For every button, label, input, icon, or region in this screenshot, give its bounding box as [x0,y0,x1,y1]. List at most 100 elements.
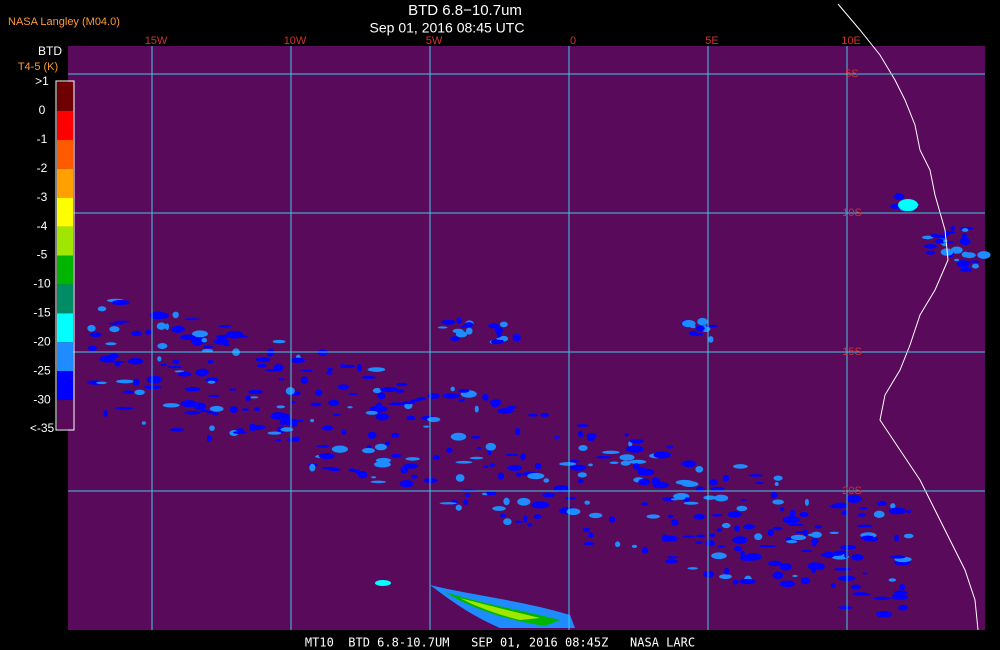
cloud [629,438,644,444]
cloud [184,386,201,392]
cloud [371,476,377,479]
cloud [491,339,501,345]
cloud [169,428,185,432]
cloud [275,439,282,442]
cloud [609,461,619,465]
cloud [565,497,577,500]
cloud [310,418,315,423]
cloud [961,228,969,232]
cloud [427,393,440,399]
cloud [160,363,167,367]
cloud [463,499,469,505]
cloud [800,549,813,553]
cloud [683,501,699,505]
cloud [391,453,402,458]
cloud [207,394,221,397]
graticule: 15W 10W 5W 0 5E 10E 5S 10S 15S 20S [68,35,985,630]
cloud [666,556,678,559]
cloud [489,399,502,406]
cloud [247,389,263,394]
cloud [858,506,868,510]
cloud [485,442,497,451]
cloud [641,502,649,506]
cloud [209,425,215,431]
cloud [455,331,468,338]
cloud [372,388,382,394]
cloud [959,267,972,272]
colorbar-label: >1 [35,74,49,88]
cloud [326,371,333,375]
cloud [734,525,740,532]
cloud [103,410,108,417]
cloud [810,531,822,538]
cloud [803,529,808,537]
cloud [164,323,170,330]
cloud [665,559,678,564]
cloud [830,583,836,588]
cloud [899,583,906,590]
cloud [278,413,290,420]
cloud [450,432,467,441]
cloud [695,465,704,473]
cloud [876,500,887,507]
cloud [341,364,356,368]
colorbar-swatch [57,110,73,140]
cloud [906,509,911,514]
cloud [437,326,448,329]
longitude-label: 10W [284,35,307,47]
cloud [930,233,940,238]
cloud [559,462,577,466]
cloud [229,406,238,413]
cloud [710,486,725,492]
cloud [127,358,144,365]
cloud [111,299,130,306]
longitude-label: 5W [426,35,443,47]
cloud [254,407,260,412]
cloud [891,593,909,600]
cloud [458,398,465,402]
cloud [807,562,822,570]
cloud [959,237,971,246]
cloud [894,590,908,595]
cloud [492,506,506,511]
cloud [231,335,249,338]
cloud [427,417,441,423]
cloud [732,579,739,585]
cloud [115,406,134,410]
cloud [287,438,293,443]
cloud [331,445,348,453]
cloud [620,460,631,466]
cloud-field [87,193,991,628]
cloud [207,359,214,364]
cloud [789,509,796,517]
cloud [241,408,250,411]
cloud [554,435,560,440]
cloud [361,375,376,379]
cloud [814,525,823,529]
cloud [500,513,507,518]
cloud [316,445,330,448]
cloud [695,541,703,544]
cloud [157,356,162,362]
cloud [459,325,470,328]
cloud [367,367,386,372]
cloud [367,431,377,439]
cloud [370,480,387,484]
cloud [653,451,671,459]
cloud [172,359,180,364]
cloud [661,534,669,543]
cloud [266,348,275,357]
cloud [167,365,182,369]
cloud [341,429,347,435]
cloud [709,479,718,486]
colorbar-label: -5 [37,248,48,262]
cloud [779,563,792,571]
cloud [396,382,408,387]
cloud [811,541,817,547]
cloud [705,540,716,547]
cloud [578,444,588,451]
cloud [375,413,389,421]
cloud [442,393,460,399]
cloud [207,380,216,384]
cloud [876,611,893,618]
